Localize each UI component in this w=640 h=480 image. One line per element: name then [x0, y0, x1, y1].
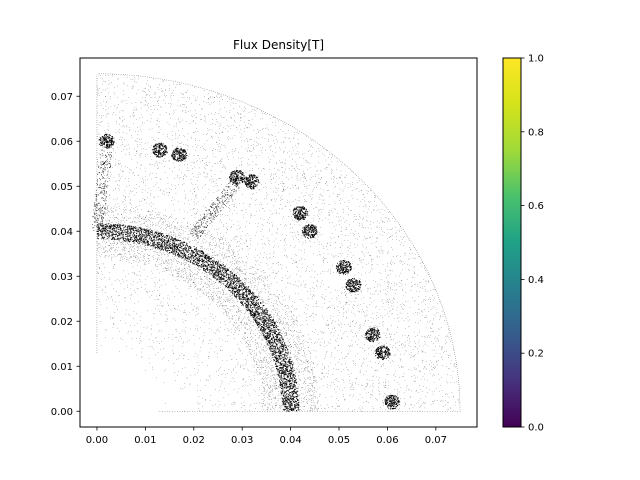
plot-area: [79, 57, 478, 428]
mesh-points: [91, 73, 461, 412]
chart-title: Flux Density[T]: [233, 38, 324, 52]
